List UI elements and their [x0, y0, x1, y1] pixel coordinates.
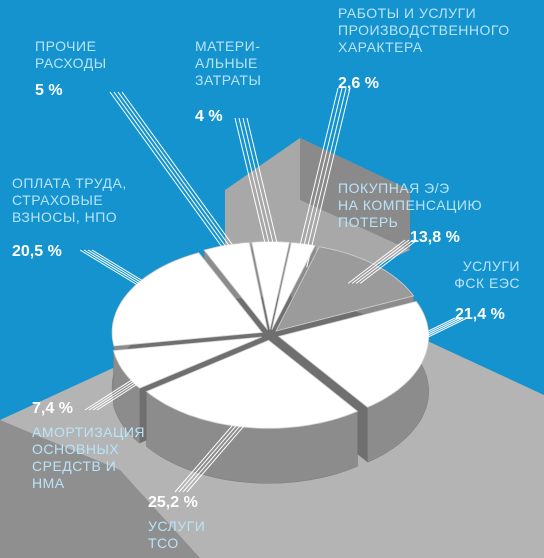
slice — [145, 339, 359, 429]
slice-label: ПРОЧИЕ РАСХОДЫ — [35, 38, 107, 71]
leader-line — [395, 317, 468, 354]
slice — [277, 300, 430, 408]
slice — [111, 252, 263, 347]
value-label: 2,6 % — [338, 75, 379, 92]
leader-line — [84, 360, 162, 411]
slice-label: АМОРТИЗАЦИЯ ОСНОВНЫХ СРЕДСТВ И НМА — [32, 424, 146, 491]
leader-line — [294, 87, 339, 268]
leader-line — [174, 402, 252, 493]
leader-line — [182, 402, 260, 493]
leader-line — [246, 117, 283, 266]
slice-label: УСЛУГИ ФСК ЕЭС — [454, 258, 520, 291]
leader-line — [186, 402, 264, 493]
leader-line — [234, 117, 271, 266]
leader-line — [92, 360, 170, 411]
leader-line — [83, 249, 171, 303]
value-label: 4 % — [195, 108, 223, 125]
leader-line — [238, 117, 275, 266]
slice-label: РАБОТЫ И УСЛУГИ ПРОИЗВОДСТВЕННОГО ХАРАКТ… — [338, 5, 510, 55]
leader-line — [121, 91, 251, 269]
value-label: 21,4 % — [455, 306, 505, 323]
value-label: 13,8 % — [410, 229, 460, 246]
leader-line — [302, 87, 347, 268]
leader-line — [113, 91, 243, 269]
value-label: 20,5 % — [12, 243, 62, 260]
backdrop-side — [0, 420, 200, 558]
leader-line — [91, 249, 179, 303]
leader-line — [306, 87, 351, 268]
leader-line — [117, 91, 247, 269]
value-label: 7,4 % — [32, 400, 73, 417]
value-label: 25,2 % — [148, 494, 198, 511]
leader-line — [359, 239, 418, 284]
leader-line — [355, 239, 414, 284]
slice-label: МАТЕРИ- АЛЬНЫЕ ЗАТРАТЫ — [195, 38, 262, 88]
leader-line — [387, 317, 460, 354]
leader-line — [298, 87, 343, 268]
leader-line — [242, 117, 279, 266]
leader-line — [79, 249, 167, 303]
slice-label: ОПЛАТА ТРУДА, СТРАХОВЫЕ ВЗНОСЫ, НПО — [12, 175, 127, 225]
slice — [251, 241, 290, 330]
leader-line — [109, 91, 239, 269]
slice-label: ПОКУПНАЯ Э/Э НА КОМПЕНСАЦИЮ ПОТЕРЬ — [338, 180, 483, 230]
leader-line — [347, 239, 406, 284]
leader-line — [178, 402, 256, 493]
leader-line — [383, 317, 456, 354]
value-label: 5 % — [35, 82, 63, 99]
leader-line — [87, 249, 175, 303]
slice — [203, 242, 268, 331]
slice — [271, 242, 316, 330]
leader-line — [351, 239, 410, 284]
slice-label: УСЛУГИ ТСО — [148, 518, 206, 551]
leader-line — [96, 360, 174, 411]
leader-line — [391, 317, 464, 354]
leader-line — [88, 360, 166, 411]
